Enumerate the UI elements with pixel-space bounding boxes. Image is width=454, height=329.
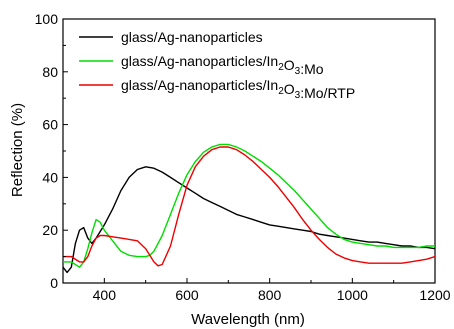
series-layer	[62, 143, 436, 274]
x-tick-label: 1200	[419, 287, 450, 303]
legend-entry-3: glass/Ag-nanoparticles/In2O3:Mo/RTP	[121, 77, 355, 101]
y-tick-label: 80	[42, 64, 58, 80]
legend: glass/Ag-nanoparticles glass/Ag-nanoparti…	[79, 29, 355, 101]
x-tick-label: 800	[258, 287, 282, 303]
series-line-2	[63, 143, 435, 268]
x-axis-label: Wavelength (nm)	[191, 311, 305, 328]
y-tick-label: 0	[50, 275, 58, 291]
y-tick-label: 20	[42, 222, 58, 238]
y-tick-label: 100	[35, 11, 59, 27]
legend-entry-1: glass/Ag-nanoparticles	[121, 29, 263, 45]
y-tick-label: 40	[42, 169, 58, 185]
x-tick-label: 600	[175, 287, 199, 303]
series-line-3	[63, 146, 436, 267]
x-tick-label: 1000	[337, 287, 368, 303]
x-tick-label: 400	[93, 287, 117, 303]
legend-entry-2: glass/Ag-nanoparticles/In2O3:Mo	[121, 53, 324, 77]
y-axis-label: Reflection (%)	[9, 103, 26, 197]
y-tick-label: 60	[42, 117, 58, 133]
axes-layer: 400 600 800 1000 1200 0 20 40 60 80 100	[35, 11, 451, 303]
series-line-1	[62, 166, 436, 274]
